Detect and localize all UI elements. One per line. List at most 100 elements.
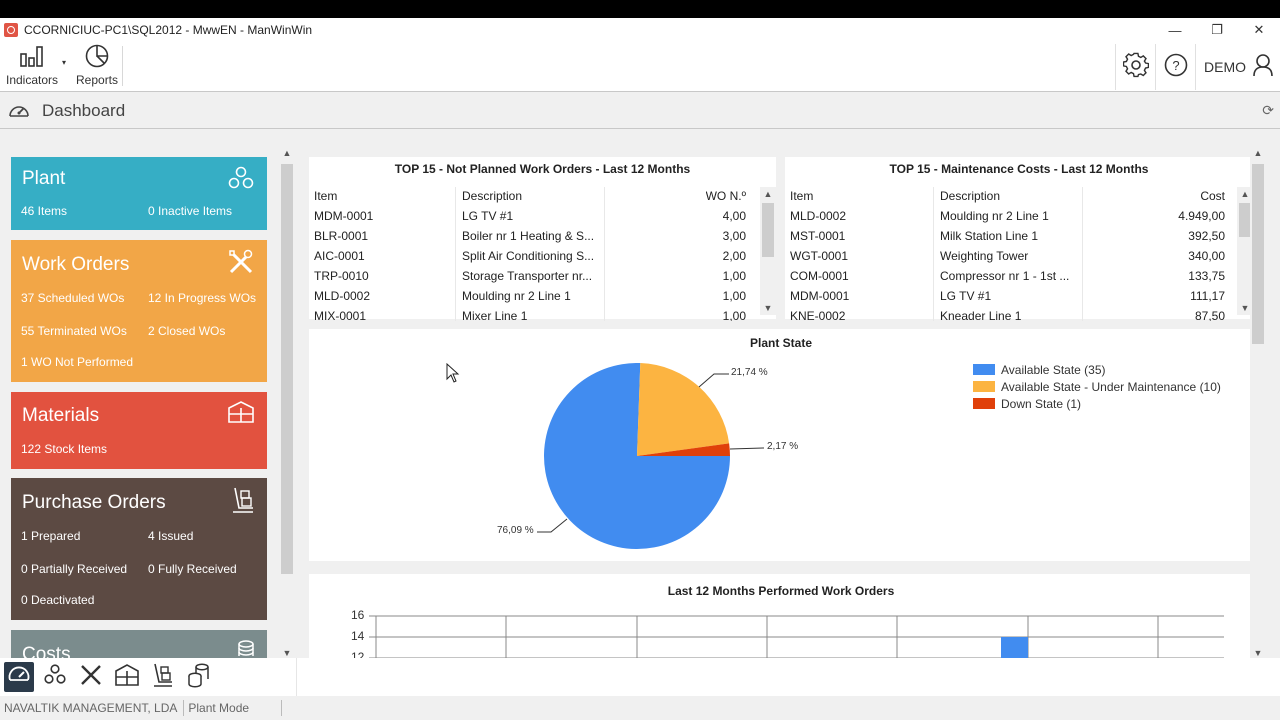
grid-scrollbar[interactable]: ▲ ▼ xyxy=(1237,187,1253,315)
cell-item: MST-0001 xyxy=(790,229,846,243)
table-row[interactable]: KNE-0002 Kneader Line 1 87,50 xyxy=(785,309,1237,321)
chart-title: Plant State xyxy=(749,336,812,350)
legend-label: Down State (1) xyxy=(1001,396,1082,411)
scroll-up-arrow[interactable]: ▲ xyxy=(1240,189,1250,199)
svg-text:?: ? xyxy=(1172,58,1179,73)
grid-scrollbar[interactable]: ▲ ▼ xyxy=(760,187,776,315)
table-row[interactable]: AIC-0001 Split Air Conditioning S... 2,0… xyxy=(309,249,760,269)
nav-dashboard[interactable] xyxy=(4,662,34,692)
column-header-description[interactable]: Description xyxy=(462,189,523,203)
plant-state-pie-chart[interactable] xyxy=(309,329,1253,561)
legend-item[interactable]: Available State (35) xyxy=(973,361,1221,378)
table-row[interactable]: WGT-0001 Weighting Tower 340,00 xyxy=(785,249,1237,269)
table-row[interactable]: MST-0001 Milk Station Line 1 392,50 xyxy=(785,229,1237,249)
tile-costs[interactable]: Costs xyxy=(11,630,267,658)
cell-cost: 87,50 xyxy=(1194,309,1225,321)
scroll-up-arrow[interactable]: ▲ xyxy=(1253,148,1263,158)
tile-stat: 0 Deactivated xyxy=(21,593,95,607)
help-button[interactable]: ? xyxy=(1155,44,1195,90)
tile-title: Costs xyxy=(22,644,71,658)
cell-wo-number: 2,00 xyxy=(722,249,746,263)
column-header-description[interactable]: Description xyxy=(940,189,1001,203)
tile-stat: 122 Stock Items xyxy=(21,442,108,456)
table-row[interactable]: MLD-0002 Moulding nr 2 Line 1 4.949,00 xyxy=(785,209,1237,229)
scroll-up-arrow[interactable]: ▲ xyxy=(763,189,773,199)
nav-work-orders[interactable] xyxy=(76,662,106,692)
tile-plant[interactable]: Plant 46 Items 0 Inactive Items xyxy=(11,157,267,230)
close-button[interactable]: ✕ xyxy=(1253,22,1265,37)
cell-item: MDM-0001 xyxy=(790,289,850,303)
indicators-button[interactable]: Indicators xyxy=(6,44,58,87)
cell-description: LG TV #1 xyxy=(462,209,514,223)
table-row[interactable]: BLR-0001 Boiler nr 1 Heating & S... 3,00 xyxy=(309,229,760,249)
legend-item[interactable]: Available State - Under Maintenance (10) xyxy=(973,378,1221,395)
nav-materials[interactable] xyxy=(112,662,142,692)
cell-item: MLD-0002 xyxy=(314,289,371,303)
main-scrollbar[interactable]: ▲ ▼ xyxy=(1250,148,1266,658)
user-name[interactable]: DEMO xyxy=(1204,59,1246,75)
cell-description: Mixer Line 1 xyxy=(462,309,528,321)
scroll-up-arrow[interactable]: ▲ xyxy=(282,148,292,158)
tile-stat: 1 Prepared xyxy=(21,529,81,543)
legend-swatch xyxy=(973,364,995,375)
user-icon[interactable] xyxy=(1252,53,1274,82)
cell-item: TRP-0010 xyxy=(314,269,369,283)
not-planned-wo-panel: TOP 15 - Not Planned Work Orders - Last … xyxy=(309,157,776,321)
settings-button[interactable] xyxy=(1115,44,1155,90)
nav-purchase-orders[interactable] xyxy=(148,662,178,692)
cell-item: AIC-0001 xyxy=(314,249,365,263)
cell-description: Milk Station Line 1 xyxy=(940,229,1039,243)
table-row[interactable]: MLD-0002 Moulding nr 2 Line 1 1,00 xyxy=(309,289,760,309)
column-header-item[interactable]: Item xyxy=(314,189,338,203)
scroll-thumb[interactable] xyxy=(1239,203,1251,237)
cell-description: Weighting Tower xyxy=(940,249,1029,263)
table-row[interactable]: TRP-0010 Storage Transporter nr... 1,00 xyxy=(309,269,760,289)
tile-stat: 2 Closed WOs xyxy=(148,324,226,338)
scroll-thumb[interactable] xyxy=(281,164,293,574)
scroll-down-arrow[interactable]: ▼ xyxy=(1240,303,1250,313)
status-bar: NAVALTIK MANAGEMENT, LDA Plant Mode xyxy=(0,696,1280,720)
reports-button[interactable]: Reports xyxy=(76,44,118,87)
tile-stat: 37 Scheduled WOs xyxy=(21,291,125,305)
tile-stat: 0 Partially Received xyxy=(21,562,128,576)
restore-button[interactable]: ❐ xyxy=(1211,22,1223,37)
minimize-button[interactable]: — xyxy=(1168,22,1182,38)
title-bar: CCORNICIUC-PC1\SQL2012 - MwwEN - ManWinW… xyxy=(0,18,1280,42)
column-header-item[interactable]: Item xyxy=(790,189,814,203)
tile-materials[interactable]: Materials 122 Stock Items xyxy=(11,392,267,469)
table-row[interactable]: MIX-0001 Mixer Line 1 1,00 xyxy=(309,309,760,321)
legend-label: Available State (35) xyxy=(1001,362,1106,377)
y-tick: 14 xyxy=(351,629,365,643)
scroll-down-arrow[interactable]: ▼ xyxy=(282,648,292,658)
ribbon-separator xyxy=(122,46,123,86)
table-row[interactable]: MDM-0001 LG TV #1 111,17 xyxy=(785,289,1237,309)
nav-plant[interactable] xyxy=(40,662,70,692)
left-panel-scrollbar[interactable]: ▲ ▼ xyxy=(279,148,295,658)
panel-title: TOP 15 - Not Planned Work Orders - Last … xyxy=(394,162,691,176)
tile-stat: 55 Terminated WOs xyxy=(21,324,127,338)
column-header-wo-number[interactable]: WO N.º xyxy=(705,189,746,203)
tile-purchase-orders[interactable]: Purchase Orders 1 Prepared 4 Issued 0 Pa… xyxy=(11,478,267,620)
cell-description: LG TV #1 xyxy=(940,289,992,303)
cell-item: BLR-0001 xyxy=(314,229,369,243)
nav-costs[interactable] xyxy=(184,662,214,692)
indicators-dropdown-arrow[interactable]: ▾ xyxy=(62,58,67,67)
refresh-icon[interactable]: ⟳ xyxy=(1262,102,1274,118)
column-header-cost[interactable]: Cost xyxy=(1200,189,1225,203)
table-row[interactable]: MDM-0001 LG TV #1 4,00 xyxy=(309,209,760,229)
legend-item[interactable]: Down State (1) xyxy=(973,395,1221,412)
cell-cost: 4.949,00 xyxy=(1178,209,1225,223)
scroll-down-arrow[interactable]: ▼ xyxy=(763,303,773,313)
tile-work-orders[interactable]: Work Orders 37 Scheduled WOs 12 In Progr… xyxy=(11,240,267,382)
cell-description: Split Air Conditioning S... xyxy=(462,249,595,263)
scroll-thumb[interactable] xyxy=(762,203,774,257)
legend-label: Available State - Under Maintenance (10) xyxy=(1001,379,1221,394)
table-row[interactable]: COM-0001 Compressor nr 1 - 1st ... 133,7… xyxy=(785,269,1237,289)
performed-wo-bar-chart[interactable] xyxy=(309,574,1253,658)
tile-title: Materials xyxy=(22,405,100,426)
status-mode: Plant Mode xyxy=(184,700,283,716)
bottom-area xyxy=(296,658,1280,696)
scroll-thumb[interactable] xyxy=(1252,164,1264,344)
pie-label-maintenance: 21,74 % xyxy=(731,367,768,378)
scroll-down-arrow[interactable]: ▼ xyxy=(1253,648,1263,658)
